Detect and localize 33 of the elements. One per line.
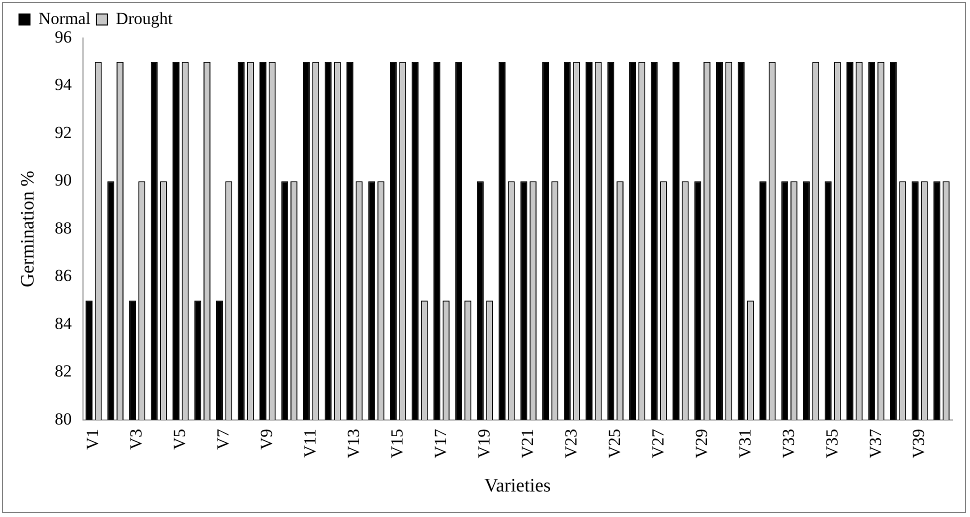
x-tick-label: V27 — [648, 428, 668, 458]
y-tick-label: 82 — [54, 362, 72, 381]
x-tick-label: V29 — [692, 428, 711, 458]
x-tick-label: V21 — [518, 428, 537, 458]
x-tick-label: V35 — [822, 428, 842, 458]
x-tick-label: V11 — [300, 428, 320, 458]
y-tick-label: 80 — [54, 409, 72, 428]
x-tick-label: V3 — [126, 428, 146, 450]
x-tick-label: V15 — [387, 428, 406, 458]
x-tick-label: V7 — [214, 428, 233, 450]
y-tick-label: 90 — [54, 170, 72, 190]
y-tick-label: 92 — [54, 122, 72, 142]
x-tick-label: V23 — [561, 428, 580, 458]
x-tick-label: V31 — [735, 428, 754, 458]
x-tick-label: V33 — [778, 428, 798, 458]
y-tick-label: 84 — [54, 314, 72, 333]
x-tick-label: V17 — [430, 428, 450, 458]
x-tick-label: V13 — [344, 428, 364, 458]
y-tick-label: 94 — [54, 75, 72, 94]
x-tick-label: V1 — [83, 428, 102, 450]
x-tick-label: V19 — [474, 428, 494, 458]
legend-label: Drought — [116, 8, 173, 28]
y-tick-label: 96 — [54, 27, 72, 46]
x-tick-label: V37 — [866, 428, 885, 458]
x-tick-label: V25 — [604, 428, 624, 458]
legend-label: Normal — [38, 8, 91, 28]
x-tick-label: V39 — [909, 428, 928, 458]
x-tick-label: V9 — [257, 428, 276, 450]
y-tick-label: 86 — [54, 266, 72, 286]
y-axis-title: Germination % — [17, 170, 38, 288]
x-axis-title: Varieties — [484, 476, 551, 497]
y-tick-label: 88 — [54, 218, 72, 238]
x-tick-label: V5 — [170, 428, 190, 450]
